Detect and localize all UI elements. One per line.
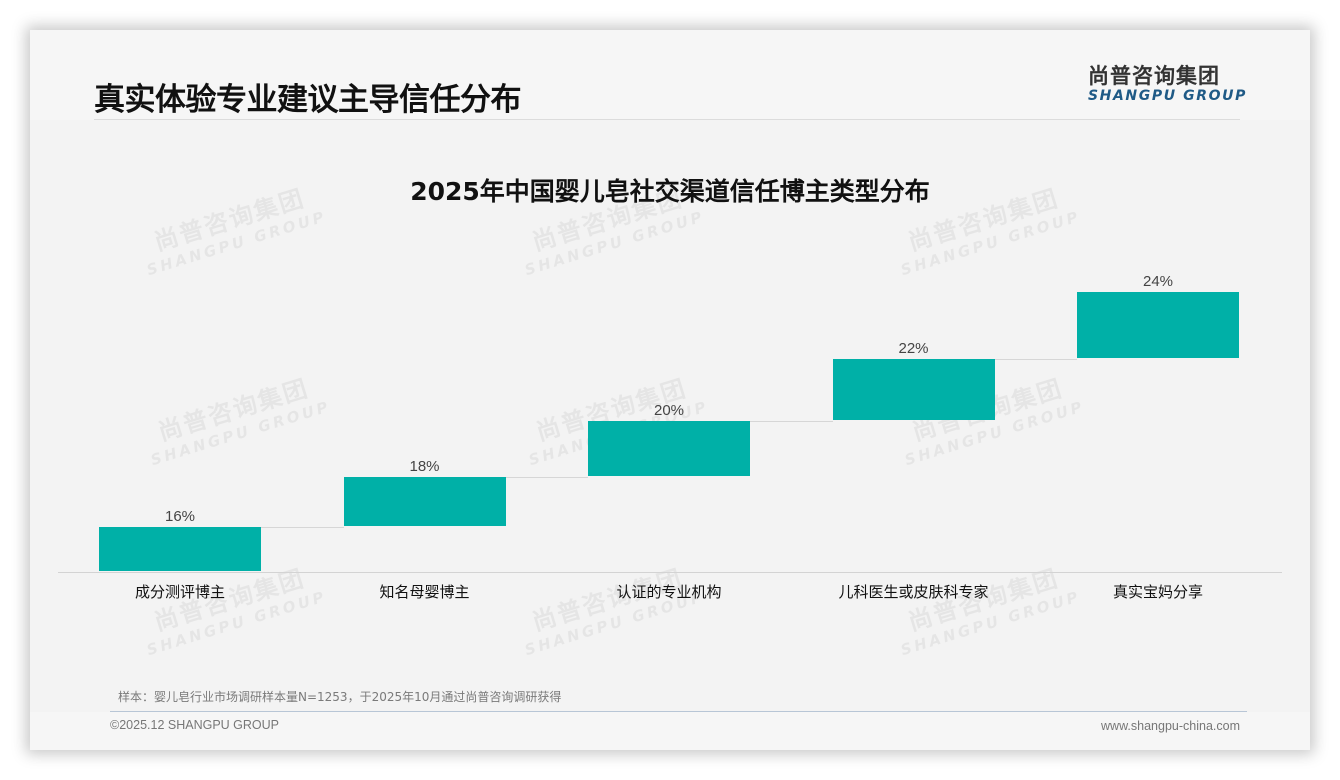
bar-value-label: 16% [164,508,196,526]
logo-cn-text: 尚普咨询集团 [1088,64,1220,88]
waterfall-chart: 16% 成分测评博主 18% 知名母婴博主 20% 认证的专业机构 22% 儿科医生或皮肤科专… [30,30,1310,750]
company-logo: 尚普咨询集团 SHANGPU GROUP [1088,64,1247,104]
bar-value-label: 18% [409,457,440,475]
logo-en-text: SHANGPU GROUP [1088,88,1247,104]
footer-divider [110,711,1247,712]
bar-value-label: 24% [1142,273,1174,290]
waterfall-connector [261,527,344,529]
waterfall-connector [505,476,588,478]
category-label: 真实宝妈分享 [1112,583,1203,601]
bar[interactable] [99,527,261,571]
category-label: 成分测评博主 [134,583,225,601]
website-link[interactable]: www.shangpu-china.com [1101,719,1240,733]
footer-band [30,712,1310,750]
slide: 真实体验专业建议主导信任分布 尚普咨询集团 SHANGPU GROUP 尚普咨询… [30,30,1310,750]
x-axis-line [58,572,1282,573]
bar-value-label: 20% [653,401,685,419]
bar[interactable] [832,359,995,420]
page-title: 真实体验专业建议主导信任分布 [94,82,522,118]
header-band [30,30,1310,120]
copyright-text: ©2025.12 SHANGPU GROUP [110,718,279,732]
bar-value-label: 22% [898,340,929,358]
chart-title: 2025年中国婴儿皂社交渠道信任博主类型分布 [410,177,930,206]
header-divider [94,119,1240,120]
category-label: 认证的专业机构 [616,583,722,601]
waterfall-connector [750,420,833,422]
sample-note: 样本：婴儿皂行业市场调研样本量N=1253，于2025年10月通过尚普咨询调研获… [118,690,562,704]
waterfall-connector [994,359,1077,361]
category-label: 知名母婴博主 [379,583,470,601]
category-label: 儿科医生或皮肤科专家 [838,583,989,601]
bar[interactable] [343,476,506,527]
bar[interactable] [588,420,750,476]
bar[interactable] [1077,292,1239,359]
